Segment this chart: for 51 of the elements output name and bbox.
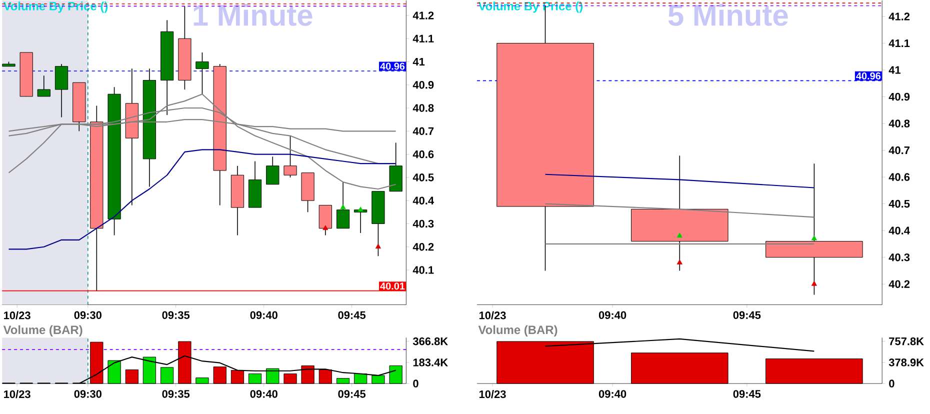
y-tick-label: 40.7	[412, 127, 434, 135]
y-tick-label: 40.4	[412, 196, 434, 204]
y-tick-label: 40.1	[412, 266, 434, 274]
y-tick-label: 41.1	[412, 34, 434, 42]
y-tick-label: 0	[889, 379, 894, 388]
x-tick-label: 09:40	[250, 390, 278, 398]
x-tick-label: 09:45	[733, 390, 761, 398]
y-tick-label: 366.8K	[412, 337, 448, 345]
ref-line-label: 40.96	[380, 62, 405, 70]
x-tick-label: 09:40	[598, 390, 626, 398]
y-tick-label: 40.6	[412, 150, 434, 158]
x-tick-label: 09:40	[598, 311, 626, 319]
ref-line-label: 40.01	[380, 282, 405, 290]
y-tick-label: 41	[888, 66, 901, 74]
y-tick-label: 40.2	[412, 242, 434, 251]
y-tick-label: 40.5	[412, 173, 434, 182]
y-tick-label: 0	[413, 379, 418, 388]
y-tick-label: 40.6	[888, 172, 910, 181]
x-tick-label: 09:45	[338, 390, 366, 398]
x-tick-label: 09:35	[162, 311, 190, 319]
y-tick-label: 40.2	[888, 280, 910, 288]
y-tick-label: 41.1	[888, 39, 910, 47]
x-tick-label: 09:45	[733, 311, 761, 319]
y-tick-label: 378.9K	[888, 358, 924, 366]
y-tick-label: 41	[412, 58, 425, 66]
y-tick-label: 40.8	[412, 104, 434, 112]
x-tick-label: 09:40	[250, 311, 278, 319]
x-tick-label: 10/23	[479, 311, 506, 320]
y-tick-label: 40.5	[888, 200, 910, 208]
y-tick-label: 40.8	[888, 119, 910, 128]
y-tick-label: 183.4K	[413, 358, 448, 366]
x-tick-label: 09:45	[338, 311, 366, 319]
x-tick-label: 10/23	[479, 390, 506, 398]
y-tick-label: 41.2	[412, 11, 434, 20]
y-tick-label: 40.4	[888, 226, 910, 234]
x-tick-label: 09:30	[74, 311, 102, 319]
x-tick-label: 10/23	[4, 390, 30, 398]
x-tick-label: 09:35	[162, 390, 190, 398]
y-tick-label: 40.9	[412, 80, 434, 89]
x-tick-label: 10/23	[4, 311, 30, 320]
y-tick-label: 40.3	[888, 253, 910, 261]
y-tick-label: 41.2	[888, 12, 910, 20]
ref-line-label: 40.96	[856, 72, 881, 80]
y-tick-label: 40.7	[888, 146, 910, 154]
text: Volume (BAR)	[478, 325, 558, 336]
x-tick-label: 09:30	[74, 390, 102, 398]
text: Volume (BAR)	[3, 325, 82, 336]
y-tick-label: 40.3	[412, 220, 434, 228]
annotation: Volume By Price ()	[3, 1, 108, 13]
y-tick-label: 757.8K	[889, 337, 924, 345]
y-tick-label: 40.9	[888, 92, 910, 100]
